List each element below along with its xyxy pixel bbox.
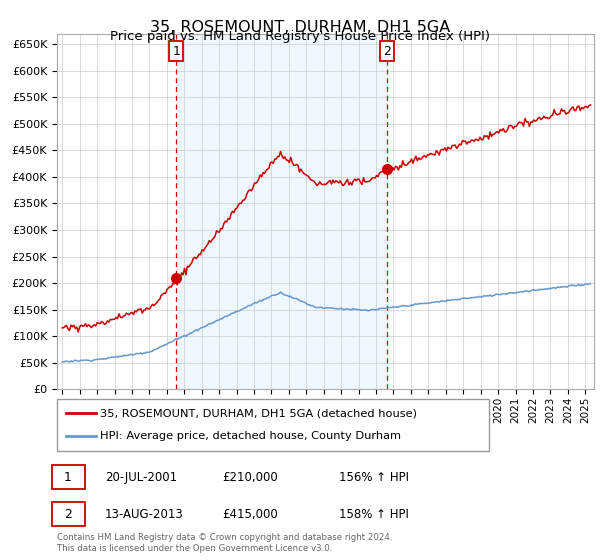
Text: 1: 1	[64, 470, 72, 484]
Text: 158% ↑ HPI: 158% ↑ HPI	[339, 507, 409, 521]
Text: 2: 2	[64, 507, 72, 521]
Text: 156% ↑ HPI: 156% ↑ HPI	[339, 470, 409, 484]
Text: £210,000: £210,000	[222, 470, 278, 484]
Text: 35, ROSEMOUNT, DURHAM, DH1 5GA: 35, ROSEMOUNT, DURHAM, DH1 5GA	[150, 20, 450, 35]
Text: 13-AUG-2013: 13-AUG-2013	[105, 507, 184, 521]
Text: £415,000: £415,000	[222, 507, 278, 521]
Text: 35, ROSEMOUNT, DURHAM, DH1 5GA (detached house): 35, ROSEMOUNT, DURHAM, DH1 5GA (detached…	[100, 408, 417, 418]
Text: 2: 2	[383, 45, 391, 58]
Text: 1: 1	[172, 45, 181, 58]
Text: Price paid vs. HM Land Registry's House Price Index (HPI): Price paid vs. HM Land Registry's House …	[110, 30, 490, 43]
Text: HPI: Average price, detached house, County Durham: HPI: Average price, detached house, Coun…	[100, 431, 401, 441]
Text: Contains HM Land Registry data © Crown copyright and database right 2024.
This d: Contains HM Land Registry data © Crown c…	[57, 533, 392, 553]
Text: 20-JUL-2001: 20-JUL-2001	[105, 470, 177, 484]
Bar	[176, 34, 387, 389]
